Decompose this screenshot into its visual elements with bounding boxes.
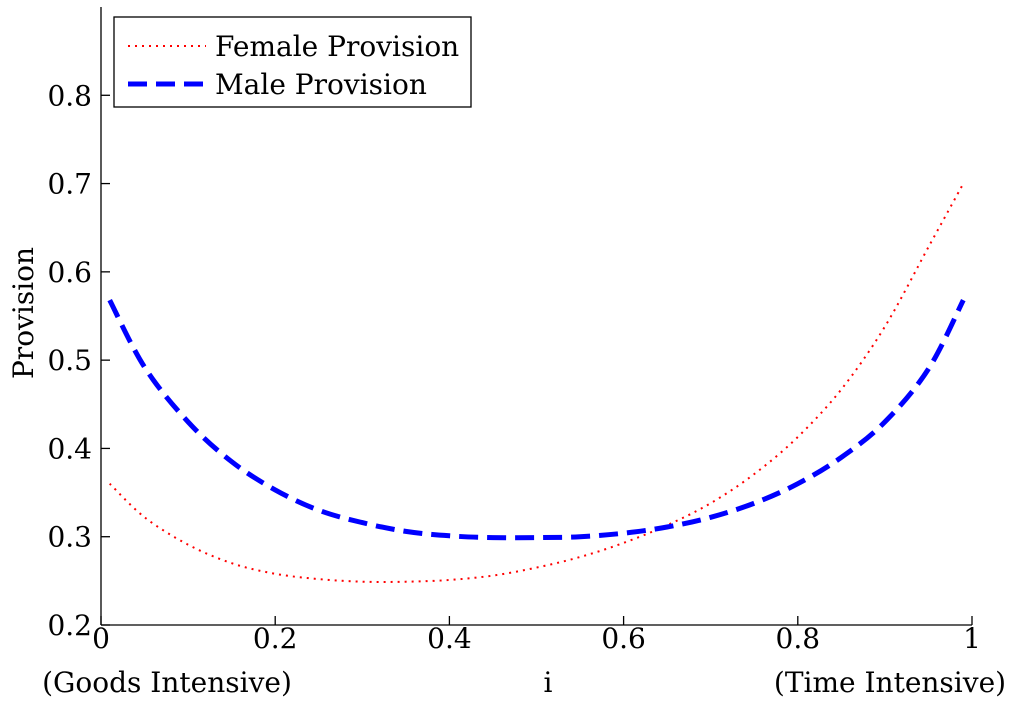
y-tick-label: 0.4 [47, 432, 92, 465]
x-axis-left-end-label: (Goods Intensive) [42, 666, 292, 699]
legend-label-female-provision: Female Provision [215, 30, 459, 63]
x-tick-label: 0.4 [427, 622, 472, 655]
y-tick-label: 0.6 [47, 256, 92, 289]
series-line-female-provision [109, 183, 965, 583]
legend-label-male-provision: Male Provision [215, 68, 427, 101]
legend-box [113, 16, 472, 108]
x-tick-label: 1 [963, 622, 981, 655]
x-tick-label: 0.8 [776, 622, 821, 655]
y-tick-label: 0.3 [47, 521, 92, 554]
x-tick-label: 0.6 [601, 622, 646, 655]
x-tick-group: 0 0.2 0.4 0.6 0.8 1 [92, 616, 981, 655]
y-axis-label: Provision [7, 247, 40, 379]
x-tick-label: 0.2 [253, 622, 298, 655]
legend: Female Provision Male Provision [113, 16, 472, 108]
x-tick-label: 0 [92, 622, 110, 655]
axes [100, 7, 972, 626]
x-axis-right-end-label: (Time Intensive) [774, 666, 1006, 699]
y-tick-label: 0.2 [47, 609, 92, 642]
series-group [107, 183, 966, 583]
x-axis-label: i [544, 666, 553, 699]
series-line-male-provision [107, 298, 966, 541]
y-tick-group: 0.2 0.3 0.4 0.5 0.6 0.7 0.8 [47, 79, 110, 642]
y-tick-label: 0.8 [47, 79, 92, 112]
y-tick-label: 0.5 [47, 344, 92, 377]
y-tick-label: 0.7 [47, 168, 92, 201]
